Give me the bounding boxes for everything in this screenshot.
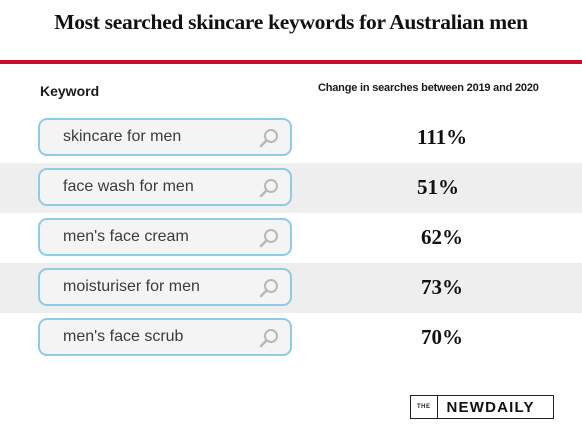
keyword-column-header: Keyword [40, 83, 100, 99]
change-value: 51% [417, 175, 459, 199]
keyword-search-box: face wash for men [38, 168, 292, 206]
magnifier-icon [259, 279, 278, 298]
table-row: moisturiser for men 73% [0, 263, 582, 313]
keyword-label: moisturiser for men [63, 278, 200, 295]
chart-title: Most searched skincare keywords for Aust… [54, 10, 528, 34]
keyword-label: men's face scrub [63, 328, 184, 345]
magnifier-icon [259, 329, 278, 348]
keyword-search-box: men's face cream [38, 218, 292, 256]
table-row: men's face scrub 70% [0, 313, 582, 363]
brand-logo-name: NEWDAILY [446, 398, 535, 416]
table-row: men's face cream 62% [0, 213, 582, 263]
title-divider [0, 60, 582, 64]
keyword-label: skincare for men [63, 128, 182, 145]
keyword-search-box: moisturiser for men [38, 268, 292, 306]
brand-logo: THE NEWDAILY [410, 395, 554, 419]
keyword-label: face wash for men [63, 178, 194, 195]
change-column-header: Change in searches between 2019 and 2020 [318, 82, 539, 94]
magnifier-icon [259, 179, 278, 198]
keyword-search-box: men's face scrub [38, 318, 292, 356]
change-value: 62% [421, 225, 463, 249]
keyword-label: men's face cream [63, 228, 189, 245]
magnifier-icon [259, 229, 278, 248]
change-value: 73% [421, 275, 463, 299]
magnifier-icon [259, 129, 278, 148]
change-value: 70% [421, 325, 463, 349]
table-row: skincare for men 111% [0, 113, 582, 163]
brand-logo-the: THE [411, 396, 438, 418]
change-value: 111% [417, 125, 468, 149]
table-row: face wash for men 51% [0, 163, 582, 213]
keyword-search-box: skincare for men [38, 118, 292, 156]
